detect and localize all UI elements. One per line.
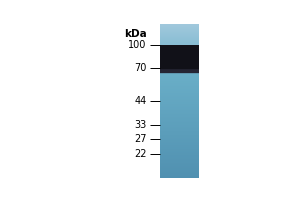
Text: 100: 100 [128, 40, 147, 50]
Text: 27: 27 [134, 134, 147, 144]
Text: kDa: kDa [124, 29, 147, 39]
Bar [160, 45, 199, 73]
Bar [160, 69, 199, 73]
Bar [160, 70, 199, 74]
Text: 22: 22 [134, 149, 147, 159]
Text: 44: 44 [134, 96, 147, 106]
Text: 33: 33 [134, 120, 147, 130]
Text: 70: 70 [134, 63, 147, 73]
